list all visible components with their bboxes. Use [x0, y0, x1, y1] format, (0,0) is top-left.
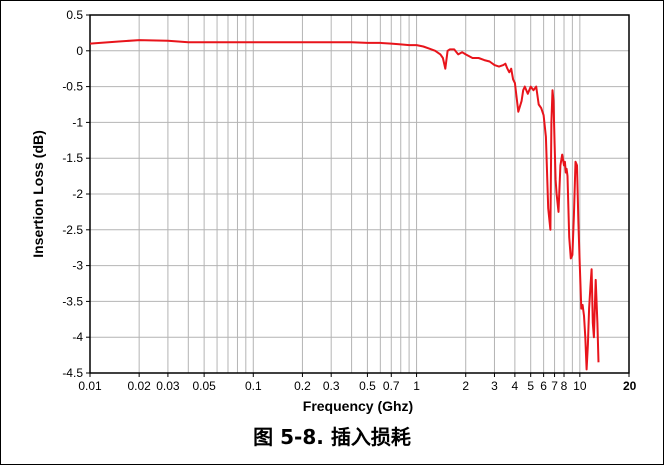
figure-caption: 图 5-8. 插入损耗	[253, 425, 411, 449]
series-layer	[89, 39, 600, 371]
x-tick-label: 0.3	[323, 379, 340, 393]
x-tick-label: 10	[573, 379, 587, 393]
y-tick-label: -4	[72, 330, 83, 344]
y-tick-label: -4.5	[62, 366, 83, 380]
y-tick-label: -1	[72, 115, 83, 129]
y-tick-label: -0.5	[62, 80, 83, 94]
x-axis-ticks: 0.01 0.02 0.03 0.05 0.1 0.2 0.3 0.5 0.7 1 2 3 4 5 6 7 8 1…	[78, 373, 637, 393]
x-axis-title: Frequency (Ghz)	[303, 398, 413, 414]
grid	[90, 15, 629, 373]
x-tick-label: 4	[512, 379, 519, 393]
x-tick-label: 0.1	[245, 379, 262, 393]
insertion-loss-chart: 0.50-0.5-1-1.5-2-2.5-3-3.5-4-4.5 0.01 0.0…	[30, 8, 637, 414]
x-tick-label: 5	[527, 379, 534, 393]
x-tick-label: 3	[491, 379, 498, 393]
y-tick-label: -3.5	[62, 294, 83, 308]
y-tick-label: -2.5	[62, 223, 83, 237]
x-tick-label: 20	[623, 379, 637, 393]
y-tick-label: -2	[72, 187, 83, 201]
x-tick-label: 0.2	[294, 379, 311, 393]
x-tick-label: 8	[561, 379, 568, 393]
y-tick-label: 0	[76, 44, 83, 58]
y-tick-label: -1.5	[62, 151, 83, 165]
x-tick-label: 6	[540, 379, 547, 393]
y-tick-label: -3	[72, 259, 83, 273]
y-axis-ticks: 0.5 0 -0.5 -1 -1.5 -2 -2.5 -3 -3.5 -4 -4.5	[62, 8, 90, 380]
x-tick-label: 0.05	[192, 379, 216, 393]
y-tick-label: 0.5	[66, 8, 83, 22]
x-tick-label: 7	[551, 379, 558, 393]
x-tick-label: 0.7	[383, 379, 400, 393]
x-tick-label: 1	[413, 379, 420, 393]
x-tick-label: 0.02	[127, 379, 151, 393]
series-line-0	[89, 39, 600, 371]
x-tick-label: 0.03	[156, 379, 180, 393]
y-axis-title: Insertion Loss (dB)	[30, 130, 46, 258]
x-tick-label: 2	[462, 379, 469, 393]
x-tick-label: 0.5	[359, 379, 376, 393]
x-tick-label: 0.01	[78, 379, 102, 393]
